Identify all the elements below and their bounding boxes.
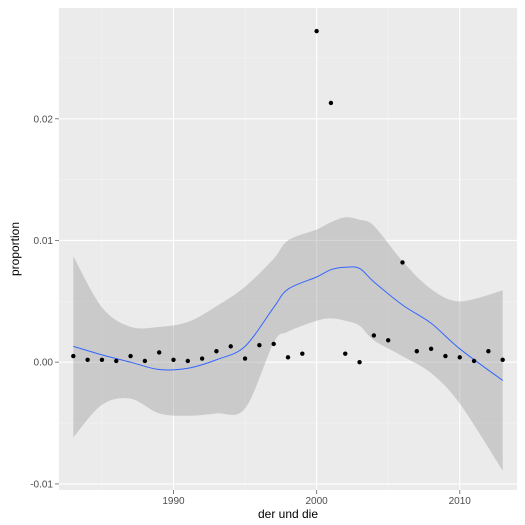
data-point [156,350,162,355]
data-point [400,260,405,265]
data-point [228,344,233,349]
data-point [357,359,362,365]
data-point [85,357,90,362]
data-point [471,358,477,364]
data-point [385,338,391,343]
y-tick-label: 0.01 [34,236,54,247]
data-point [185,358,191,364]
y-axis-ticks: -0.01 0.00 0.01 0.02 [30,114,59,490]
data-point [428,346,434,352]
minor-gridlines [59,8,517,490]
data-point [486,349,491,354]
plot-panel [59,8,517,490]
data-point [371,333,377,338]
x-axis-title: der und die [258,507,318,521]
smooth-trend-line [73,266,503,381]
data-point [242,356,248,361]
major-gridlines [59,8,517,490]
data-point [414,349,420,354]
data-point [214,349,219,354]
data-point [114,358,119,364]
y-tick-label: 0.00 [34,358,54,369]
data-point [71,353,76,359]
x-tick-label: 2010 [449,496,472,507]
y-tick-label: 0.02 [34,114,54,125]
data-point [314,28,319,34]
x-tick-label: 1990 [162,496,185,507]
data-point [257,342,262,348]
data-point [142,358,148,364]
data-point [285,355,291,360]
y-tick-label: -0.01 [30,479,53,490]
data-point [328,100,334,106]
data-point [500,357,505,362]
data-point [343,351,348,356]
data-point [457,355,462,360]
data-point [128,353,133,359]
data-point [171,357,176,362]
x-axis-ticks: 1990 2000 2010 [162,490,471,507]
confidence-band [73,217,503,471]
data-point [271,341,276,347]
y-axis-title: proportion [8,222,22,276]
data-point [99,357,105,362]
data-point [443,353,448,359]
data-point [199,356,205,361]
x-tick-label: 2000 [306,496,329,507]
data-point [300,351,305,356]
data-points [71,28,505,365]
